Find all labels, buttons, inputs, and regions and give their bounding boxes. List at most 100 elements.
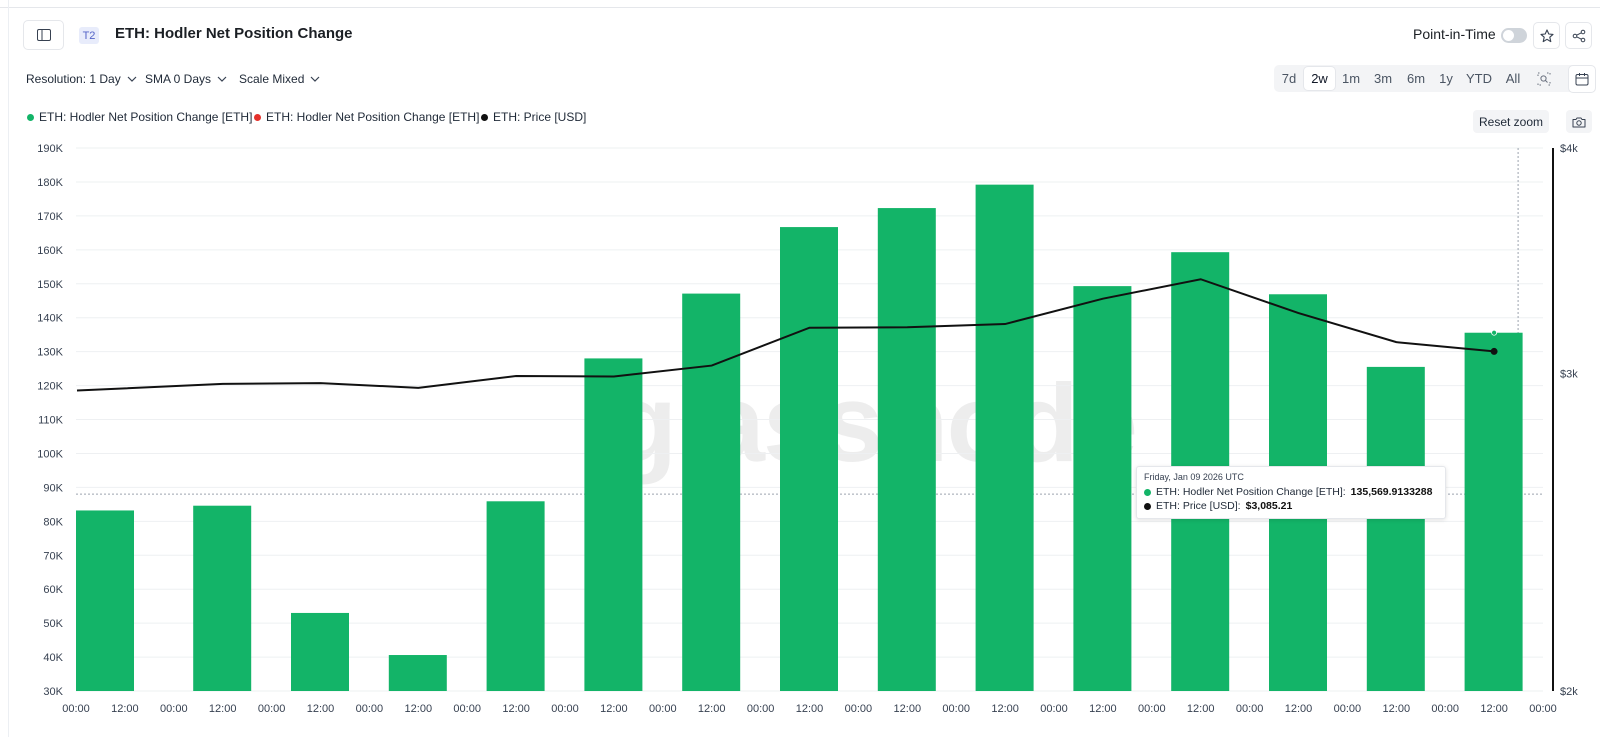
chart-axes: 30K 40K 50K 60K 70K 80K 90K 100K 110K 120K 130K 140…: [37, 143, 1578, 715]
bar: [388, 655, 447, 691]
bar: [584, 358, 643, 691]
x-tick-label: 12:00: [1383, 703, 1411, 715]
price-line-series: [76, 278, 1498, 392]
range-ytd[interactable]: YTD: [1466, 71, 1492, 86]
scale-label: Scale Mixed: [239, 72, 305, 86]
bar: [291, 612, 349, 691]
tooltip-date: Friday, Jan 09 2026 UTC: [1144, 472, 1244, 482]
reset-zoom-button[interactable]: Reset zoom: [1473, 110, 1549, 133]
range-7d[interactable]: 7d: [1281, 71, 1297, 86]
x-tick-label: 12:00: [1089, 703, 1117, 715]
legend-dot: [254, 113, 261, 121]
x-tick-label: 00:00: [1529, 703, 1557, 715]
x-tick-label: 00:00: [1431, 703, 1459, 715]
x-tick-label: 00:00: [845, 703, 873, 715]
zoom-search-icon: [1537, 72, 1551, 85]
x-tick-label: 12:00: [405, 703, 433, 715]
x-tick-label: 00:00: [62, 703, 90, 715]
share-icon: [1572, 29, 1585, 42]
legend-dot: [481, 113, 488, 121]
range-2w[interactable]: 2w: [1304, 67, 1335, 90]
x-tick-label: 12:00: [502, 703, 530, 715]
zoom-select-button[interactable]: [1530, 65, 1558, 92]
chart-tooltip: Friday, Jan 09 2026 UTC ETH: Hodler Net …: [1136, 466, 1446, 519]
resolution-label: Resolution: 1 Day: [26, 72, 121, 86]
y-tick-label: 140K: [37, 313, 63, 325]
x-tick-label: 00:00: [1040, 703, 1068, 715]
x-tick-label: 12:00: [209, 703, 237, 715]
range-all[interactable]: All: [1505, 71, 1521, 86]
range-1m[interactable]: 1m: [1341, 71, 1361, 86]
bar: [193, 505, 252, 691]
toggle-knob: [1503, 30, 1514, 41]
right-tick-label: $2k: [1560, 686, 1578, 698]
price-hover-point: [1490, 347, 1498, 355]
tooltip-row-hodler: ETH: Hodler Net Position Change [ETH]: 1…: [1144, 485, 1438, 499]
legend-label: ETH: Price [USD]: [493, 110, 587, 124]
left-divider: [8, 0, 9, 737]
y-tick-label: 110K: [38, 415, 64, 427]
chevron-down-icon: [127, 76, 137, 82]
y-tick-label: 50K: [43, 618, 63, 630]
y-tick-label: 150K: [37, 279, 63, 291]
y-tick-label: 160K: [37, 245, 63, 257]
share-button[interactable]: [1565, 22, 1592, 49]
y-tick-label: 170K: [37, 211, 63, 223]
x-tick-label: 12:00: [111, 703, 139, 715]
point-in-time-toggle[interactable]: [1501, 28, 1527, 43]
x-tick-label: 12:00: [1187, 703, 1215, 715]
sma-label: SMA 0 Days: [145, 72, 212, 86]
calendar-button[interactable]: [1568, 65, 1596, 93]
tooltip-series2-value: $3,085.21: [1245, 500, 1293, 512]
sidebar-toggle-button[interactable]: [23, 20, 64, 50]
range-6m[interactable]: 6m: [1406, 71, 1426, 86]
y-tick-label: 40K: [43, 652, 63, 664]
x-tick-label: 12:00: [796, 703, 824, 715]
right-tick-label: $3k: [1560, 368, 1578, 380]
x-tick-label: 00:00: [453, 703, 481, 715]
x-tick-label: 12:00: [307, 703, 335, 715]
tooltip-row-price: ETH: Price [USD]: $3,085.21: [1144, 499, 1438, 513]
legend-item-price[interactable]: ETH: Price [USD]: [481, 110, 586, 124]
x-tick-label: 00:00: [942, 703, 970, 715]
x-tick-label: 00:00: [1334, 703, 1362, 715]
tooltip-series2-label: ETH: Price [USD]:: [1156, 500, 1241, 512]
screenshot-button[interactable]: [1566, 110, 1592, 133]
tooltip-series1-label: ETH: Hodler Net Position Change [ETH]:: [1156, 486, 1346, 498]
x-tick-label: 00:00: [1236, 703, 1264, 715]
x-tick-label: 12:00: [698, 703, 726, 715]
y-tick-label: 100K: [37, 448, 63, 460]
x-tick-label: 00:00: [356, 703, 384, 715]
calendar-icon: [1575, 73, 1589, 86]
bar: [877, 208, 936, 691]
favorite-button[interactable]: [1533, 22, 1560, 49]
sma-dropdown[interactable]: SMA 0 Days: [145, 72, 227, 86]
star-icon: [1539, 28, 1554, 42]
bar: [1464, 332, 1523, 691]
legend-item-hodler-red[interactable]: ETH: Hodler Net Position Change [ETH]: [254, 110, 479, 124]
point-in-time-label: Point-in-Time: [1413, 26, 1496, 42]
x-tick-label: 12:00: [1480, 703, 1508, 715]
y-tick-label: 90K: [43, 482, 63, 494]
range-1y[interactable]: 1y: [1439, 71, 1453, 86]
price-line: [76, 278, 1495, 392]
bar-series: [76, 184, 1523, 692]
scale-dropdown[interactable]: Scale Mixed: [239, 72, 320, 86]
y-tick-label: 60K: [43, 584, 63, 596]
x-tick-label: 00:00: [747, 703, 775, 715]
resolution-dropdown[interactable]: Resolution: 1 Day: [26, 72, 137, 86]
y-tick-label: 80K: [43, 516, 63, 528]
legend-item-hodler-green[interactable]: ETH: Hodler Net Position Change [ETH]: [27, 110, 252, 124]
range-3m[interactable]: 3m: [1373, 71, 1393, 86]
y-tick-label: 70K: [43, 550, 63, 562]
x-tick-label: 12:00: [894, 703, 922, 715]
x-tick-label: 00:00: [258, 703, 286, 715]
bar: [975, 184, 1034, 691]
y-tick-label: 190K: [37, 143, 63, 155]
x-tick-label: 12:00: [600, 703, 628, 715]
page-title: ETH: Hodler Net Position Change: [115, 25, 353, 42]
tier-badge: T2: [79, 27, 99, 44]
x-tick-label: 00:00: [649, 703, 677, 715]
bar: [682, 293, 741, 691]
